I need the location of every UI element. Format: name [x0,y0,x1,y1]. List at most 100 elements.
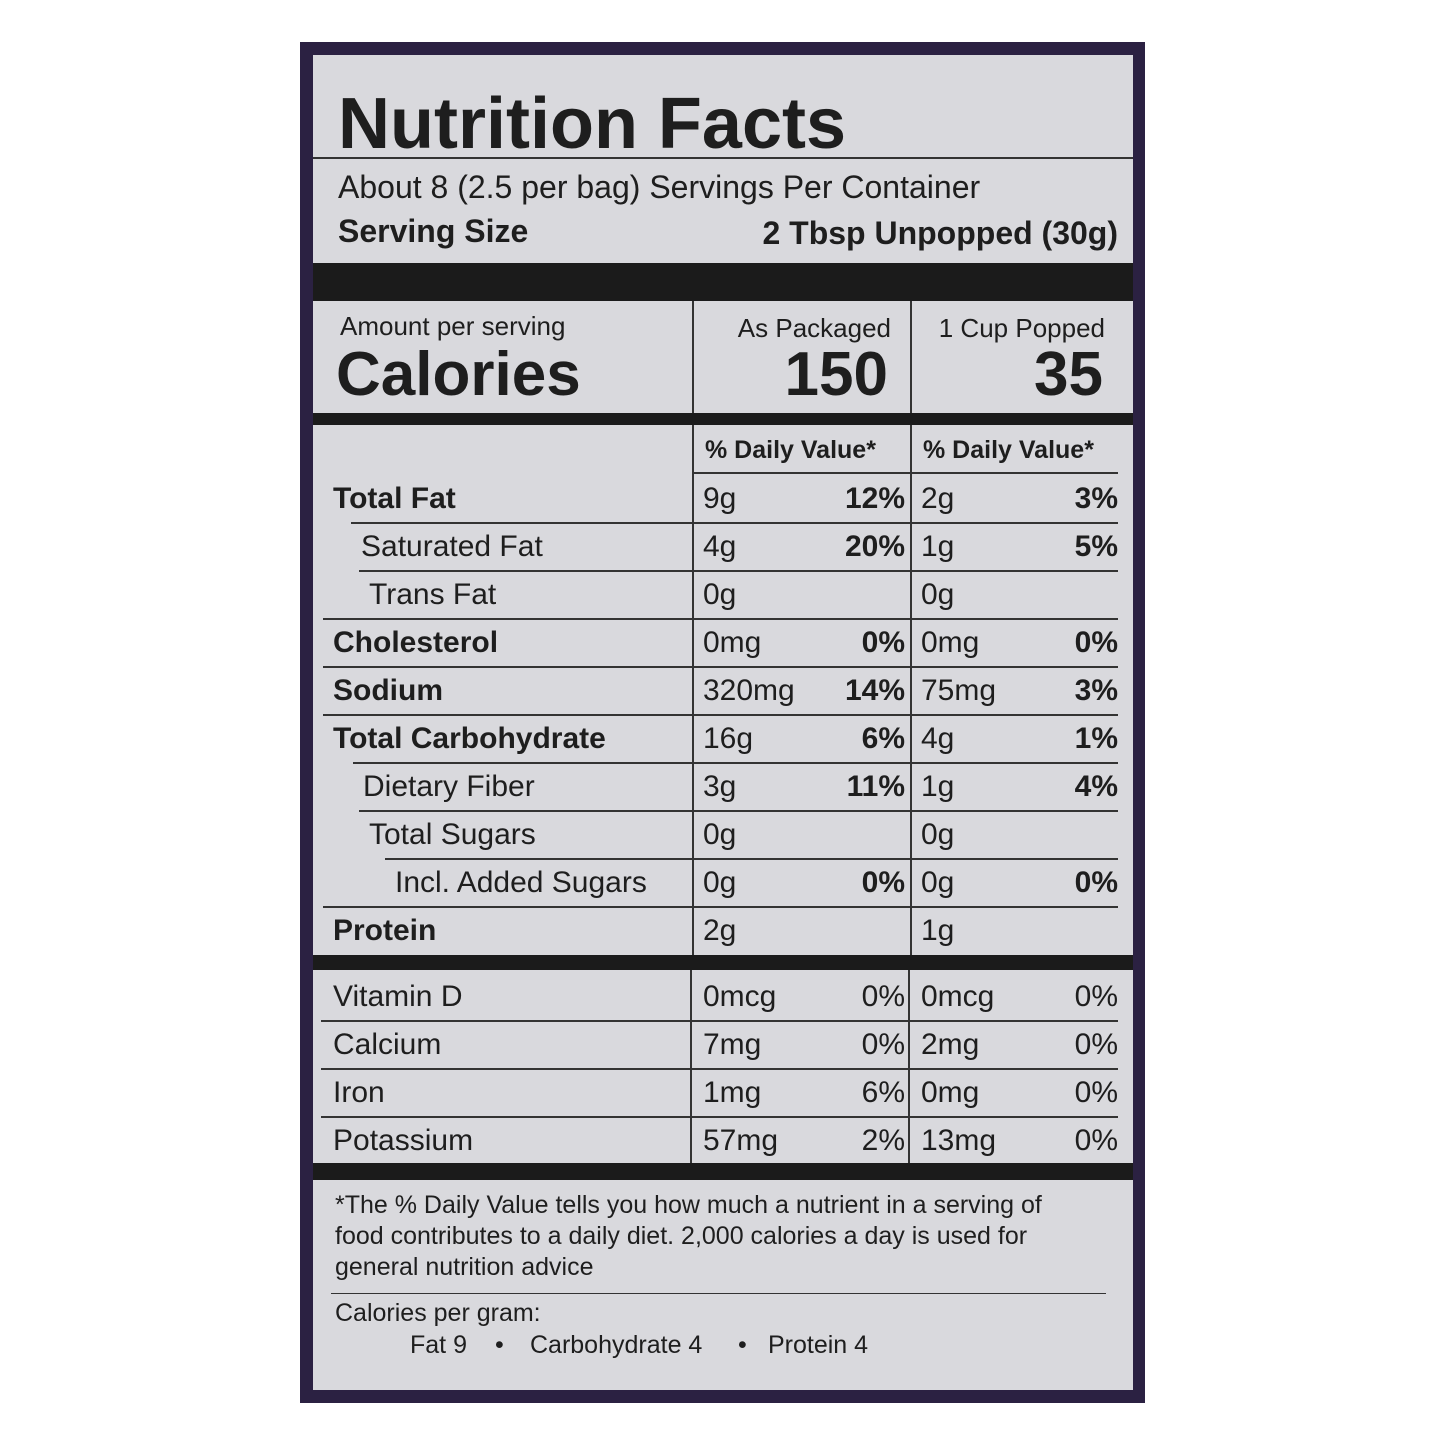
divider [908,970,910,1163]
label-border: Nutrition Facts About 8 (2.5 per bag) Se… [300,42,1145,1403]
separator-dot: • [495,1331,504,1359]
serving-size-value: 2 Tbsp Unpopped (30g) [762,215,1118,251]
row-line [321,1068,1118,1070]
daily-value: 14% [844,674,905,707]
daily-value: 1% [1074,722,1118,755]
row-line [351,522,1118,524]
daily-value: 4% [1074,770,1118,803]
amount: 0mg [921,1076,980,1109]
daily-value: 0% [1074,1028,1118,1061]
nutrient-name: Potassium [333,1124,474,1157]
amount: 3g [703,770,737,803]
daily-value: 5% [1074,530,1118,563]
daily-value: 20% [844,530,905,563]
nutrient-name: Iron [333,1076,385,1109]
calories-value: 35 [1034,340,1103,409]
nutrient-name: Sodium [333,674,443,707]
amount: 16g [703,722,754,755]
daily-value: 6% [861,1076,905,1109]
daily-value: 0% [861,980,905,1013]
daily-value: 3% [1074,482,1118,515]
daily-value: 0% [1074,1124,1118,1157]
nutrient-name: Saturated Fat [361,530,543,563]
amount: 1mg [703,1076,762,1109]
amount-label: Amount per serving [340,311,566,341]
amount: 4g [703,530,737,563]
amount: 0g [921,866,955,899]
divider [313,157,1133,159]
amount: 1g [921,914,955,947]
row-line [321,1116,1118,1118]
calories-per-gram-item: Carbohydrate 4 [530,1331,703,1359]
amount: 2g [921,482,955,515]
amount: 2mg [921,1028,980,1061]
serving-size-label: Serving Size [338,213,529,249]
nutrient-name: Total Fat [333,482,456,515]
nutrient-name: Vitamin D [333,980,463,1013]
divider [910,425,912,955]
divider [693,472,1118,474]
nutrient-name: Incl. Added Sugars [395,866,647,899]
thick-bar [313,413,1133,425]
daily-value: 12% [844,482,905,515]
daily-value: 0% [1074,866,1118,899]
amount: 2g [703,914,737,947]
amount: 7mg [703,1028,762,1061]
thick-bar [313,1163,1133,1180]
amount: 0g [921,818,955,851]
amount: 0mcg [703,980,777,1013]
dv-header: % Daily Value* [705,436,876,464]
nutrient-name: Protein [333,914,437,947]
thick-bar [313,955,1133,970]
divider [692,425,694,955]
row-line [359,570,1118,572]
daily-value: 0% [861,1028,905,1061]
separator-dot: • [738,1331,747,1359]
calories-value: 150 [784,340,888,409]
amount: 57mg [703,1124,779,1157]
column-name: As Packaged [737,313,891,343]
column-name: 1 Cup Popped [938,313,1105,343]
nutrient-name: Calcium [333,1028,442,1061]
amount: 0g [703,818,737,851]
amount: 320mg [703,674,795,707]
nutrient-name: Cholesterol [333,626,499,659]
amount: 4g [921,722,955,755]
calories-per-gram-item: Protein 4 [768,1331,869,1359]
daily-value: 0% [861,626,905,659]
calories-per-gram-item: Fat 9 [410,1331,467,1359]
daily-value: 0% [861,866,905,899]
amount: 0g [703,866,737,899]
divider [910,301,912,413]
amount: 0mcg [921,980,995,1013]
nutrient-name: Total Carbohydrate [333,722,606,755]
amount: 0g [703,578,737,611]
daily-value: 2% [861,1124,905,1157]
divider [690,970,692,1163]
divider [331,1293,1106,1294]
footnote: *The % Daily Value tells you how much a … [335,1191,1042,1281]
row-line [323,906,1118,908]
calories-per-gram-label: Calories per gram: [335,1299,541,1327]
daily-value: 0% [1074,980,1118,1013]
title: Nutrition Facts [338,84,847,164]
servings: About 8 (2.5 per bag) Servings Per Conta… [338,169,981,205]
row-line [323,618,1118,620]
amount: 1g [921,770,955,803]
calories-label: Calories [336,340,581,409]
amount: 13mg [921,1124,997,1157]
row-line [359,810,1118,812]
nutrient-name: Trans Fat [369,578,497,611]
daily-value: 3% [1074,674,1118,707]
nutrition-label: Nutrition Facts About 8 (2.5 per bag) Se… [313,55,1133,1390]
daily-value: 0% [1074,1076,1118,1109]
daily-value: 11% [846,770,905,803]
amount: 9g [703,482,737,515]
row-line [321,1020,1118,1022]
daily-value: 6% [861,722,905,755]
amount: 0g [921,578,955,611]
amount: 0mg [921,626,980,659]
nutrient-name: Dietary Fiber [363,770,535,803]
dv-header: % Daily Value* [923,436,1094,464]
